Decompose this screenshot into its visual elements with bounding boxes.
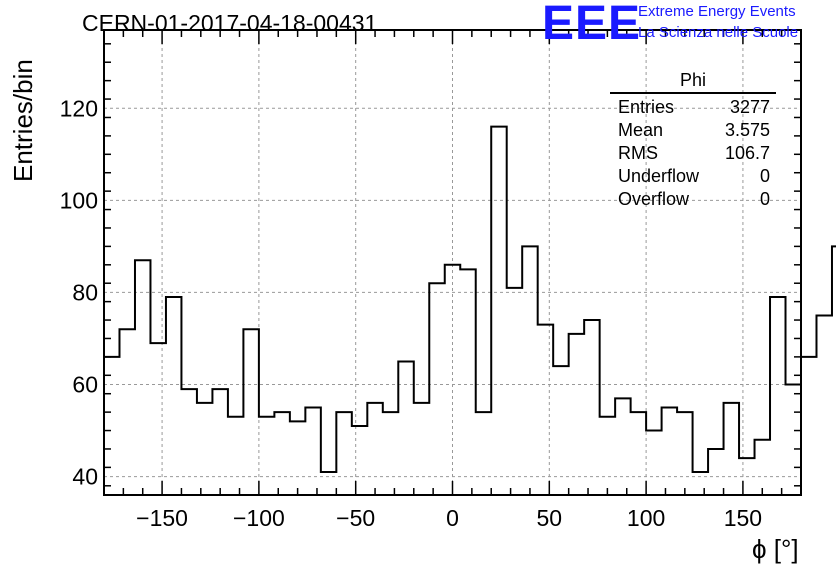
histogram-bin (801, 357, 816, 495)
y-axis-label: Entries/bin (8, 59, 38, 182)
histogram-bin (212, 389, 227, 495)
histogram-bin (181, 389, 196, 495)
axis-ticks (103, 30, 802, 495)
histogram-bin (693, 472, 708, 495)
stat-label: Overflow (618, 189, 690, 209)
histogram-bin (460, 269, 475, 495)
histogram-bin (135, 260, 150, 495)
eee-logo: EEE (542, 0, 642, 50)
y-tick-label: 80 (72, 279, 98, 305)
stat-row-underflow: Underflow 0 (610, 165, 778, 188)
histogram-bin (538, 325, 553, 495)
stat-value: 0 (759, 189, 770, 209)
histogram-outline (104, 125, 836, 473)
histogram-bin (770, 297, 785, 495)
histogram-bin (166, 297, 181, 495)
histogram-bin (150, 343, 165, 495)
stat-value: 3277 (729, 97, 770, 117)
histogram-bin (243, 329, 258, 495)
x-tick-label: 0 (446, 505, 459, 531)
histogram-bin (755, 440, 770, 495)
histogram-bin (104, 357, 119, 495)
y-tick-label: 100 (60, 187, 98, 213)
x-tick-label: −150 (136, 505, 188, 531)
x-tick-labels: −150 −100 −50 0 50 100 150 (136, 505, 762, 531)
histogram-bin (708, 449, 723, 495)
x-tick-label: 100 (627, 505, 665, 531)
stat-label: RMS (618, 143, 658, 163)
histogram-bin (507, 288, 522, 495)
histogram-bin (398, 361, 413, 495)
y-tick-label: 40 (72, 464, 98, 490)
histogram-bin (197, 403, 212, 495)
x-tick-label: −50 (336, 505, 375, 531)
logo-text-line-2: La Scienza nelle Scuole (638, 24, 799, 41)
histogram-bin (786, 385, 801, 495)
histogram-bin (677, 412, 692, 495)
y-tick-label: 60 (72, 372, 98, 398)
histogram-bin (569, 334, 584, 495)
x-axis-label: ϕ [°] (752, 534, 799, 564)
histogram-bin (553, 366, 568, 495)
plot-title: CERN-01-2017-04-18-00431 (82, 10, 378, 36)
stat-value: 0 (759, 166, 770, 186)
stat-row-mean: Mean 3.575 (610, 119, 778, 142)
stats-box: Phi Entries 3277 Mean 3.575 RMS 106.7 Un… (610, 70, 778, 211)
stat-label: Entries (618, 97, 675, 117)
histogram-bin (584, 320, 599, 495)
histogram-bin (274, 412, 289, 495)
histogram-bin (522, 246, 537, 495)
stat-row-rms: RMS 106.7 (610, 142, 778, 165)
stats-title: Phi (610, 70, 776, 94)
histogram-bin (724, 403, 739, 495)
y-tick-label: 120 (60, 95, 98, 121)
histogram-bin (615, 398, 630, 495)
stat-label: Underflow (618, 166, 700, 186)
histogram-bin (228, 417, 243, 495)
stat-value: 3.575 (724, 120, 770, 140)
histogram-bin (600, 417, 615, 495)
stat-row-entries: Entries 3277 (610, 96, 778, 119)
histogram-bin (290, 421, 305, 495)
histogram-bin (816, 315, 831, 495)
stat-label: Mean (618, 120, 664, 140)
histogram-bin (646, 431, 661, 495)
histogram-bin (414, 403, 429, 495)
histogram-bin (491, 127, 506, 495)
histogram-bin (321, 472, 336, 495)
histogram-bin (119, 329, 134, 495)
histogram-bin (336, 412, 351, 495)
logo-text-line-1: Extreme Energy Events (638, 3, 796, 20)
x-tick-label: 50 (537, 505, 563, 531)
histogram-bin (429, 283, 444, 495)
x-tick-label: −100 (233, 505, 285, 531)
grid-lines (104, 30, 801, 495)
histogram-bin (383, 412, 398, 495)
histogram-bin (476, 412, 491, 495)
histogram-bin (305, 408, 320, 495)
histogram-bin (352, 426, 367, 495)
histogram-bin (367, 403, 382, 495)
histogram-bin (259, 417, 274, 495)
y-tick-labels: 40 60 80 100 120 (60, 95, 98, 489)
stat-row-overflow: Overflow 0 (610, 188, 778, 211)
stat-value: 106.7 (724, 143, 770, 163)
histogram-bin (662, 408, 677, 495)
histogram-bins (104, 125, 836, 495)
histogram-bin (631, 412, 646, 495)
x-tick-label: 150 (724, 505, 762, 531)
